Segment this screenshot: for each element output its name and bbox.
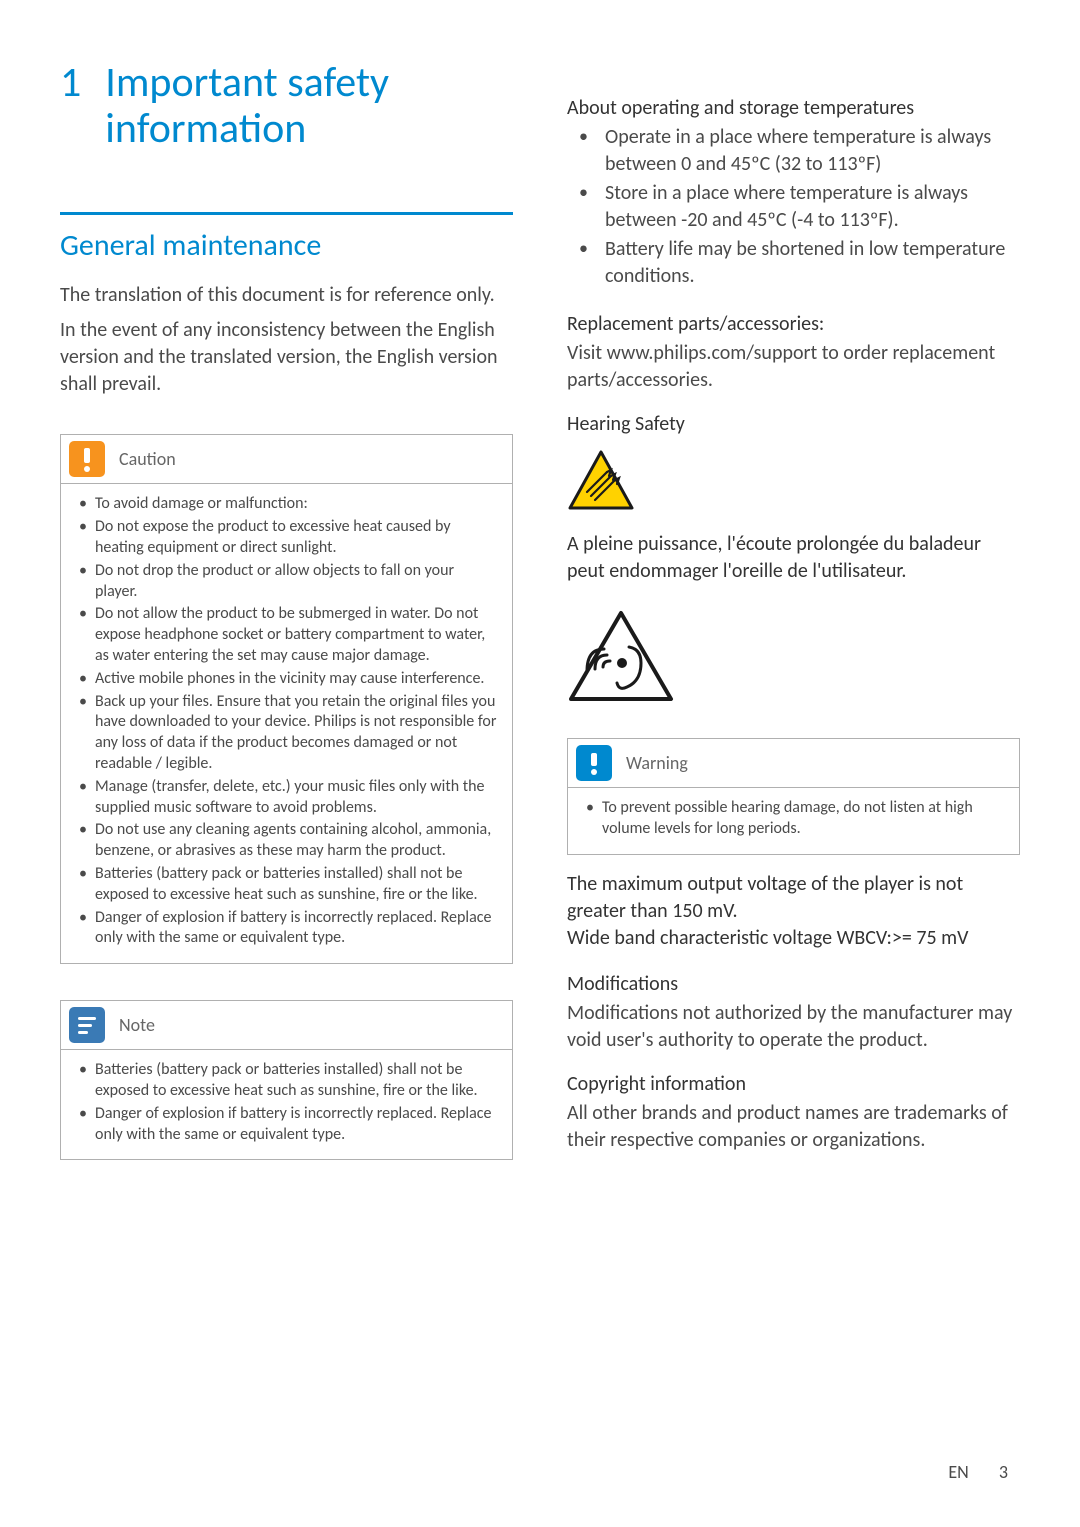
caution-item: Do not use any cleaning agents containin… <box>95 820 500 862</box>
hazard-triangle-icon <box>567 450 635 512</box>
temperature-list: Operate in a place where temperature is … <box>567 124 1020 290</box>
caution-item: Active mobile phones in the vicinity may… <box>95 669 500 690</box>
section-rule <box>60 212 513 215</box>
caution-item: Danger of explosion if battery is incorr… <box>95 908 500 950</box>
caution-item: Manage (transfer, delete, etc.) your mus… <box>95 777 500 819</box>
caution-body: To avoid damage or malfunction: Do not e… <box>61 484 512 963</box>
note-icon <box>69 1007 105 1043</box>
note-header: Note <box>61 1001 512 1050</box>
replacement-body: Visit www.philips.com/support to order r… <box>567 340 1020 394</box>
ear-warning-icon <box>567 609 675 705</box>
chapter-title-text: Important safety information <box>105 60 513 152</box>
hearing-heading: Hearing Safety <box>567 412 1020 436</box>
note-callout: Note Batteries (battery pack or batterie… <box>60 1000 513 1160</box>
copyright-body: All other brands and product names are t… <box>567 1100 1020 1154</box>
left-column: 1 Important safety information General m… <box>60 60 513 1170</box>
caution-header: Caution <box>61 435 512 484</box>
warning-callout: Warning To prevent possible hearing dama… <box>567 738 1020 855</box>
note-item: Danger of explosion if battery is incorr… <box>95 1104 500 1146</box>
footer-page-number: 3 <box>999 1461 1008 1483</box>
voltage-text-2: Wide band characteristic voltage WBCV:>=… <box>567 925 1020 952</box>
intro-paragraph-2: In the event of any inconsistency betwee… <box>60 317 513 398</box>
caution-label: Caution <box>119 448 176 470</box>
note-label: Note <box>119 1014 155 1036</box>
footer-language: EN <box>948 1461 968 1483</box>
page-footer: EN 3 <box>948 1461 1008 1483</box>
voltage-text-1: The maximum output voltage of the player… <box>567 871 1020 925</box>
modifications-heading: Modifications <box>567 972 1020 996</box>
section-title: General maintenance <box>60 227 513 264</box>
page-columns: 1 Important safety information General m… <box>60 60 1020 1170</box>
warning-body: To prevent possible hearing damage, do n… <box>568 788 1019 854</box>
right-column: About operating and storage temperatures… <box>567 60 1020 1170</box>
temperature-heading: About operating and storage temperatures <box>567 96 1020 120</box>
caution-lead: To avoid damage or malfunction: <box>95 494 500 515</box>
copyright-heading: Copyright information <box>567 1072 1020 1096</box>
note-item: Batteries (battery pack or batteries ins… <box>95 1060 500 1102</box>
list-item: Battery life may be shortened in low tem… <box>605 236 1020 290</box>
caution-item: Do not allow the product to be submerged… <box>95 604 500 666</box>
caution-item: Do not drop the product or allow objects… <box>95 561 500 603</box>
warning-item: To prevent possible hearing damage, do n… <box>602 798 1007 840</box>
note-body: Batteries (battery pack or batteries ins… <box>61 1050 512 1159</box>
warning-header: Warning <box>568 739 1019 788</box>
warning-icon <box>576 745 612 781</box>
chapter-title: 1 Important safety information <box>60 60 513 152</box>
list-item: Operate in a place where temperature is … <box>605 124 1020 178</box>
warning-label: Warning <box>626 752 688 774</box>
chapter-number: 1 <box>60 60 81 152</box>
intro-paragraph-1: The translation of this document is for … <box>60 282 513 309</box>
caution-icon <box>69 441 105 477</box>
caution-callout: Caution To avoid damage or malfunction: … <box>60 434 513 964</box>
list-item: Store in a place where temperature is al… <box>605 180 1020 234</box>
caution-item: Batteries (battery pack or batteries ins… <box>95 864 500 906</box>
hearing-french-text: A pleine puissance, l'écoute prolongée d… <box>567 531 1020 585</box>
modifications-body: Modifications not authorized by the manu… <box>567 1000 1020 1054</box>
caution-item: Back up your files. Ensure that you reta… <box>95 692 500 775</box>
replacement-heading: Replacement parts/accessories: <box>567 312 1020 336</box>
caution-item: Do not expose the product to excessive h… <box>95 517 500 559</box>
